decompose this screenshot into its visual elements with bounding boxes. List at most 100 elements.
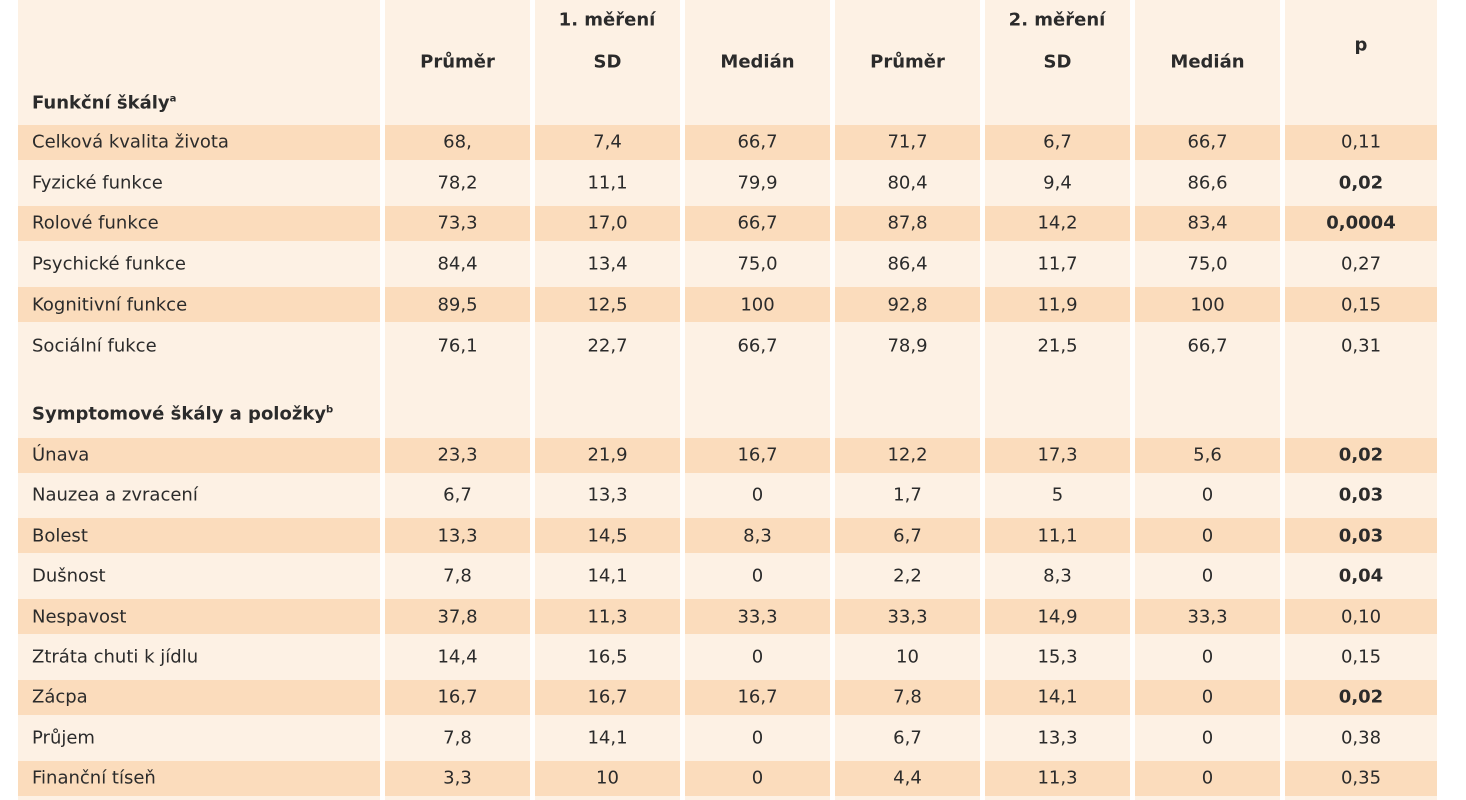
value-cell: 14,2 (1037, 213, 1077, 234)
row-label: Psychické funkce (32, 254, 186, 275)
value-cell: 6,7 (443, 485, 472, 506)
value-cell: 14,5 (587, 525, 627, 546)
value-cell: 6,7 (1043, 132, 1072, 153)
value-cell-text: 83,4 (1187, 212, 1228, 234)
value-cell: 66,7 (737, 213, 777, 234)
p-header: p (1355, 35, 1368, 56)
value-cell-text: 8,3 (1043, 565, 1072, 587)
value-cell: 13,4 (587, 254, 627, 275)
value-cell-text: 14,9 (1037, 606, 1078, 628)
row-label: Rolové funkce (32, 213, 159, 234)
value-cell: 0 (1202, 485, 1213, 506)
row-stripe (535, 287, 680, 323)
row-stripe (835, 599, 980, 635)
value-cell-text: 37,8 (437, 606, 478, 628)
value-cell-text: 84,4 (437, 253, 478, 275)
value-cell-text: 66,7 (737, 335, 778, 356)
value-cell-text: 0 (751, 646, 764, 668)
value-cell-text: 11,1 (1037, 525, 1078, 547)
value-cell-text: 76,1 (437, 335, 478, 356)
p-value-text: 0,0004 (1326, 212, 1396, 234)
value-cell-text: 78,2 (437, 172, 478, 194)
value-cell-text: 79,9 (737, 172, 778, 194)
value-cell: 79,9 (737, 172, 777, 193)
value-cell: 7,8 (893, 687, 922, 708)
row-stripe (1135, 124, 1280, 160)
p-value-text: 0,02 (1338, 444, 1384, 466)
p-value-text: 0,15 (1340, 294, 1382, 316)
row-stripe (385, 518, 530, 554)
value-cell-text: 0 (1201, 565, 1214, 587)
value-cell-text: 13,3 (1037, 727, 1078, 749)
row-stripe (18, 287, 380, 323)
p-value-text: 0,03 (1338, 525, 1384, 547)
row-stripe (1285, 518, 1437, 554)
value-cell: 0 (752, 566, 763, 587)
row-label-text: Finanční tíseň (32, 767, 156, 789)
value-cell-text: 0 (751, 727, 764, 749)
value-cell: 13,3 (587, 485, 627, 506)
column-header: SD (1044, 52, 1072, 73)
value-cell-text: 14,1 (587, 727, 628, 749)
value-cell: 5 (1052, 485, 1063, 506)
row-label: Finanční tíseň (32, 768, 156, 789)
value-cell: 0 (1202, 768, 1213, 789)
value-cell-text: 1,7 (893, 484, 922, 506)
value-cell: 84,4 (437, 254, 477, 275)
value-cell: 17,3 (1037, 445, 1077, 466)
group-header: 2. měření (1009, 10, 1106, 31)
value-cell-text: 9,4 (1043, 172, 1072, 194)
value-cell: 75,0 (1187, 254, 1227, 275)
row-stripe (985, 124, 1130, 160)
row-stripe (835, 518, 980, 554)
value-cell-text: 11,3 (1037, 767, 1078, 789)
p-value: 0,02 (1339, 172, 1383, 193)
value-cell: 92,8 (887, 294, 927, 315)
value-cell: 1,7 (893, 485, 922, 506)
row-label-text: Únava (32, 444, 90, 466)
row-stripe (835, 205, 980, 241)
column-header-text: Medián (1170, 51, 1245, 73)
row-stripe (1135, 760, 1280, 796)
value-cell: 16,7 (737, 687, 777, 708)
value-cell-text: 16,5 (587, 646, 628, 668)
value-cell-text: 75,0 (1187, 253, 1228, 275)
p-value: 0,10 (1341, 606, 1381, 627)
value-cell-text: 11,9 (1037, 294, 1078, 316)
p-value-text: 0,03 (1338, 484, 1384, 506)
value-cell-text: 5 (1051, 484, 1064, 506)
value-cell-text: 16,7 (737, 444, 778, 466)
row-label: Dušnost (32, 566, 106, 587)
value-cell-text: 100 (740, 294, 775, 316)
value-cell: 4,4 (893, 768, 922, 789)
row-stripe (385, 287, 530, 323)
value-cell: 14,1 (1037, 687, 1077, 708)
value-cell-text: 0 (1201, 525, 1214, 547)
value-cell-text: 22,7 (587, 335, 628, 356)
value-cell-text: 6,7 (443, 484, 472, 506)
row-stripe (1285, 124, 1437, 160)
value-cell: 17,0 (587, 213, 627, 234)
row-stripe (18, 599, 380, 635)
value-cell-text: 0 (751, 565, 764, 587)
row-stripe (835, 124, 980, 160)
value-cell: 86,6 (1187, 172, 1227, 193)
value-cell: 0 (1202, 647, 1213, 668)
section-title: Symptomové škály a položkyb (32, 404, 333, 425)
p-value-text: 0,11 (1340, 131, 1382, 153)
value-cell-text: 5,6 (1193, 444, 1222, 466)
value-cell: 14,1 (587, 566, 627, 587)
value-cell: 5,6 (1193, 445, 1222, 466)
value-cell: 8,3 (743, 525, 772, 546)
p-value: 0,15 (1341, 294, 1381, 315)
value-cell-text: 6,7 (1043, 131, 1072, 153)
row-stripe (535, 679, 680, 715)
value-cell: 7,4 (593, 132, 622, 153)
value-cell-text: 15,3 (1037, 646, 1078, 668)
p-value: 0,11 (1341, 132, 1381, 153)
value-cell: 11,9 (1037, 294, 1077, 315)
value-cell-text: 0 (751, 484, 764, 506)
row-stripe (18, 205, 380, 241)
column-header-text: Medián (720, 51, 795, 73)
